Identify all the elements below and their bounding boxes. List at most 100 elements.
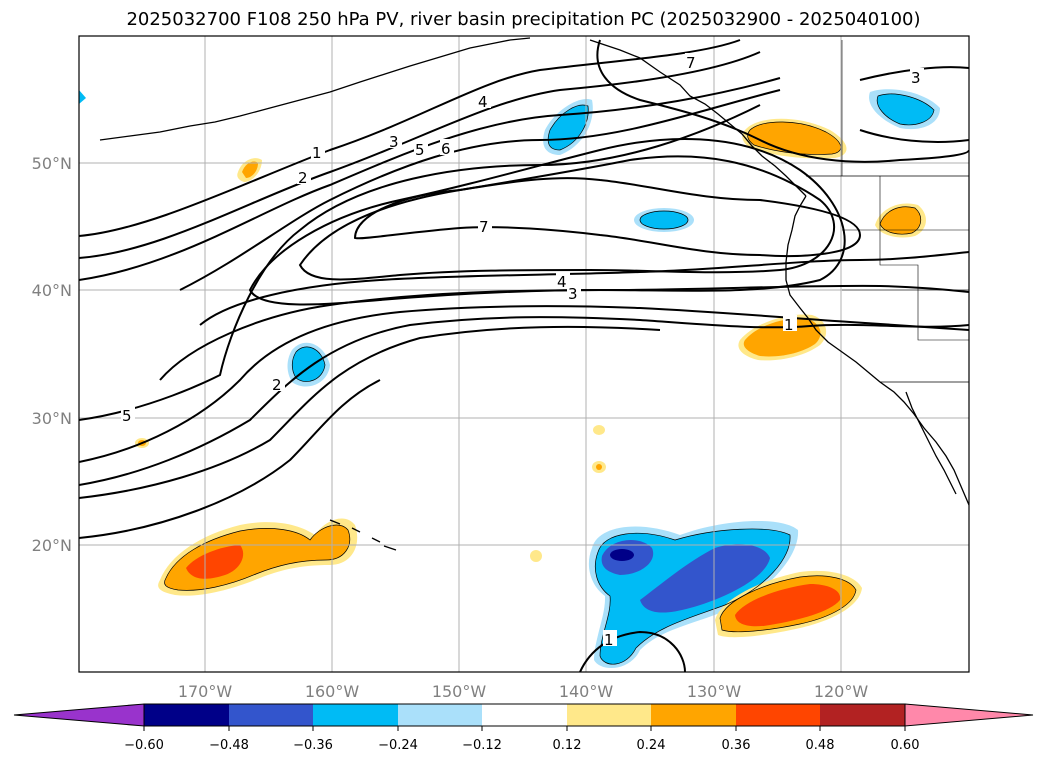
pos-anomaly-dot-3-core	[596, 464, 602, 470]
lat-label-30n: 30°N	[32, 409, 72, 428]
contour-label: 5	[415, 141, 425, 159]
contour-label: 1	[312, 144, 322, 162]
pos-anomaly-hawaii-mid	[164, 525, 350, 591]
lat-label-20n: 20°N	[32, 536, 72, 555]
contour-label: 6	[441, 140, 451, 158]
pv-contours	[79, 39, 969, 672]
colorbar-tick: 0.12	[553, 738, 582, 753]
pv-contour-2-east	[79, 305, 969, 463]
anomaly-outlines	[164, 93, 935, 665]
neg-anomaly-south-high	[640, 544, 770, 613]
outline-hawaii-pos	[164, 524, 350, 591]
neg-anomaly-inland-core	[877, 93, 934, 125]
colorbar-tick: −0.12	[462, 738, 502, 753]
pv-contour-5	[79, 104, 761, 421]
pv-contour-6-inner	[298, 155, 836, 281]
lon-label-160w: 160°W	[305, 682, 360, 701]
contour-label: 2	[272, 376, 282, 394]
colorbar-max-arrow	[904, 703, 1034, 727]
colorbar-swatch	[144, 704, 229, 726]
pv-contour-3-east	[159, 284, 969, 381]
coast-baja	[905, 391, 957, 495]
pos-anomaly-dot-4	[530, 550, 542, 562]
contour-label: 5	[122, 407, 132, 425]
pv-contour-2	[79, 51, 761, 259]
outline-gulf-neg	[547, 104, 589, 151]
colorbar-tick: −0.24	[378, 738, 418, 753]
lon-label-130w: 130°W	[687, 682, 742, 701]
lon-label-120w: 120°W	[814, 682, 869, 701]
lon-label-140w: 140°W	[559, 682, 614, 701]
pv-contour-7	[353, 177, 862, 257]
colorbar-frame	[143, 703, 906, 727]
precipitation-shading	[79, 89, 940, 669]
colorbar-swatch	[736, 704, 820, 726]
lat-label-40n: 40°N	[32, 281, 72, 300]
contour-label: 1	[604, 631, 614, 649]
colorbar-swatch	[651, 704, 736, 726]
pv-contour-south-1	[79, 325, 661, 499]
pv-contour-south-closed	[579, 630, 686, 672]
outline-hawaii-neg	[291, 346, 326, 382]
pos-anomaly-socal-high	[735, 584, 841, 627]
contour-label: 3	[911, 69, 921, 87]
neg-anomaly-offshore-core	[640, 211, 688, 229]
contour-label: 4	[557, 273, 567, 291]
longitude-labels: 170°W 160°W 150°W 140°W 130°W 120°W	[178, 682, 869, 701]
colorbar-tick: −0.60	[124, 738, 164, 753]
pv-contour-ne-3	[859, 129, 969, 143]
pv-contour-1	[79, 39, 741, 237]
hawaii-islands	[329, 519, 397, 551]
map-title: 2025032700 F108 250 hPa PV, river basin …	[126, 9, 921, 30]
pv-contour-1-east	[79, 316, 969, 486]
colorbar-swatch	[482, 704, 567, 726]
colorbar-tick: −0.48	[209, 738, 249, 753]
outline-offshore-neg	[639, 210, 689, 230]
contour-label: 2	[298, 169, 308, 187]
lon-label-150w: 150°W	[432, 682, 487, 701]
pos-anomaly-aleutian-core	[242, 161, 258, 178]
contour-label: 4	[478, 93, 488, 111]
border-states-1	[879, 176, 969, 341]
contour-label: 1	[784, 316, 794, 334]
outline-wa-pos	[879, 206, 921, 235]
pv-contour-4-east	[199, 251, 969, 326]
colorbar-swatch	[398, 704, 482, 726]
coast-alaska-south	[589, 39, 807, 197]
colorbar-tick: −0.36	[293, 738, 333, 753]
colorbar-swatch	[567, 704, 651, 726]
coastlines	[99, 37, 969, 551]
colorbar-tick: 0.60	[891, 738, 920, 753]
outline-bc-pos	[747, 121, 841, 155]
pos-anomaly-bc	[747, 121, 841, 155]
pv-contour-5-inner	[248, 138, 846, 306]
contour-label: 7	[479, 218, 489, 236]
outline-south-neg	[595, 528, 791, 665]
neg-anomaly-gulf-core	[548, 105, 589, 150]
colorbar-swatch	[820, 704, 905, 726]
colorbar-swatch	[313, 704, 398, 726]
contour-label: 7	[686, 54, 696, 72]
contour-label: 3	[568, 285, 578, 303]
outline-inland-neg	[876, 93, 935, 126]
pv-contour-ne-1	[596, 39, 969, 163]
colorbar-swatch	[229, 704, 313, 726]
map-plot-area	[79, 36, 969, 672]
latitude-labels: 50°N 40°N 30°N 20°N	[32, 154, 72, 555]
colorbar-tick: 0.48	[806, 738, 835, 753]
neg-anomaly-south-core	[610, 549, 634, 561]
pos-anomaly-hawaii-high	[186, 545, 244, 579]
colorbar-tick: 0.36	[722, 738, 751, 753]
colorbar-tick: 0.24	[637, 738, 666, 753]
coast-bc-wa-or-ca	[785, 195, 969, 506]
lat-label-50n: 50°N	[32, 154, 72, 173]
outline-socal-pos	[719, 575, 857, 633]
colorbar: −0.60 −0.48 −0.36 −0.24 −0.12 0.12 0.24 …	[13, 703, 1034, 753]
pv-contour-south-2	[79, 379, 381, 539]
contour-label: 3	[389, 133, 399, 151]
pos-anomaly-wa	[880, 206, 921, 235]
contour-labels: 1 2 3 4 5 6 7 7 4 3 5 2 3 1 1	[121, 53, 924, 649]
pos-anomaly-dot-2	[593, 425, 605, 435]
lon-label-170w: 170°W	[178, 682, 233, 701]
